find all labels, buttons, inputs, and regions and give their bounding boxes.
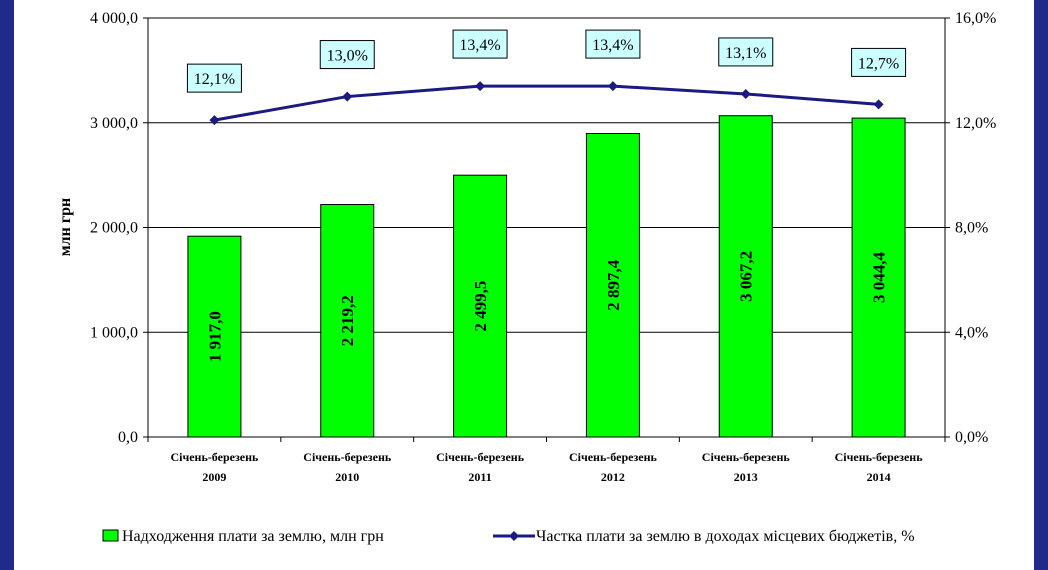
bar-label: 2 499,5 — [471, 281, 490, 332]
pct-label-box — [585, 29, 641, 59]
pct-label: 13,0% — [327, 48, 368, 65]
pct-label-box — [319, 40, 375, 70]
share-line-marker — [209, 115, 220, 126]
y2-axis-ticks: 0,0% 4,0% 8,0% 12,0% 16,0% — [955, 10, 996, 446]
pct-label-box — [718, 37, 774, 67]
y-axis-label: млн грн — [57, 198, 74, 256]
y2-tick-label: 0,0% — [955, 429, 988, 446]
bar-label: 1 917,0 — [205, 311, 224, 362]
chart-frame: 0,0 1 000,0 2 000,0 3 000,0 4 000,0 0,0% 4,0%… — [14, 0, 1034, 570]
pct-label-box — [186, 63, 242, 93]
category-label-line1: Січень-березень — [303, 450, 392, 464]
pct-label: 13,4% — [459, 37, 500, 54]
category-label-line1: Січень-березень — [835, 450, 924, 464]
share-line-marker — [342, 91, 353, 102]
category-label-line2: 2014 — [867, 470, 891, 484]
share-line-marker — [873, 99, 884, 110]
y-axis-ticks: 0,0 1 000,0 2 000,0 3 000,0 4 000,0 — [90, 10, 138, 446]
category-label-line1: Січень-березень — [702, 450, 791, 464]
legend-bar-label: Надходження плати за землю, млн грн — [122, 528, 384, 545]
bar-label: 3 044,4 — [870, 252, 889, 304]
legend-line-marker — [509, 531, 519, 541]
category-label-line2: 2013 — [734, 470, 758, 484]
bar — [187, 235, 242, 438]
share-line-path — [214, 84, 879, 122]
share-line-marker — [740, 88, 751, 99]
category-label-line2: 2012 — [601, 470, 625, 484]
bar — [585, 132, 640, 438]
pct-label-box — [851, 47, 907, 77]
category-label-line1: Січень-березень — [569, 450, 658, 464]
category-label-line2: 2009 — [202, 470, 226, 484]
chart: 0,0 1 000,0 2 000,0 3 000,0 4 000,0 0,0% 4,0%… — [57, 10, 996, 545]
share-line-marker — [607, 81, 618, 92]
y-tick-label: 4 000,0 — [90, 10, 138, 27]
bar-data-labels: 1 917,0 2 219,2 2 499,5 2 897,4 3 067,2 3 044… — [205, 251, 888, 362]
bar — [718, 115, 773, 438]
y2-tick-label: 16,0% — [955, 10, 996, 27]
gridlines — [148, 17, 945, 333]
category-label-line1: Січень-березень — [436, 450, 525, 464]
bar-label: 2 897,4 — [604, 259, 623, 311]
category-label-line2: 2010 — [335, 470, 359, 484]
legend: Надходження плати за землю, млн грн Частк… — [102, 528, 915, 545]
line-data-labels: 12,1% 13,0% 13,4% 13,4% 13,1% 12,7% — [186, 29, 907, 93]
bar — [453, 174, 508, 438]
pct-label: 13,4% — [592, 37, 633, 54]
y-tick-label: 2 000,0 — [90, 220, 138, 237]
legend-line-label: Частка плати за землю в доходах місцевих… — [536, 528, 915, 545]
y-tick-label: 3 000,0 — [90, 115, 138, 132]
share-line — [209, 81, 884, 126]
pct-label: 13,1% — [725, 45, 766, 62]
bars — [187, 115, 906, 438]
y2-tick-label: 8,0% — [955, 220, 988, 237]
axes — [143, 17, 950, 442]
bar-label: 2 219,2 — [338, 295, 357, 346]
y-tick-label: 1 000,0 — [90, 324, 138, 341]
pct-label: 12,7% — [858, 55, 899, 72]
category-label-line2: 2011 — [468, 470, 491, 484]
bar — [851, 117, 906, 438]
share-line-marker — [475, 81, 486, 92]
legend-bar-swatch — [102, 529, 119, 542]
category-label-line1: Січень-березень — [170, 450, 259, 464]
x-axis-categories: Січень-березень 2009 Січень-березень 2010 Сі… — [170, 450, 923, 484]
y-tick-label: 0,0 — [118, 429, 138, 446]
bar-label: 3 067,2 — [737, 251, 756, 302]
y2-tick-label: 12,0% — [955, 115, 996, 132]
y2-tick-label: 4,0% — [955, 324, 988, 341]
pct-label: 12,1% — [194, 71, 235, 88]
pct-label-box — [452, 29, 508, 59]
